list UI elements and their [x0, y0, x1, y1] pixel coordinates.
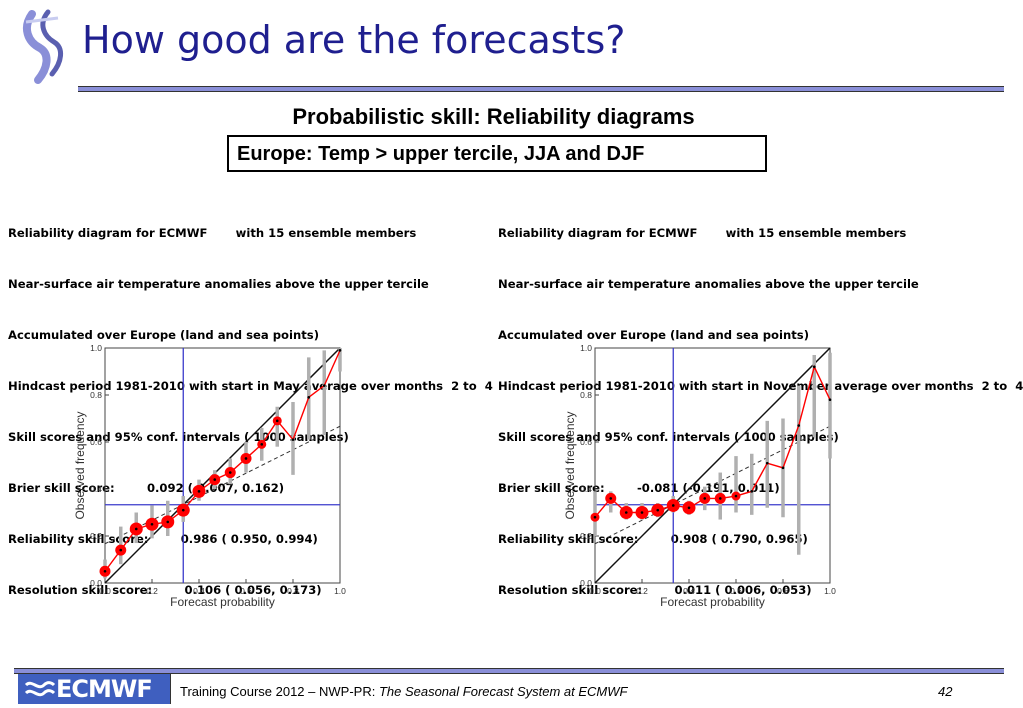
- panel-right-line: Reliability skill score: 0.908 ( 0.790, …: [498, 532, 808, 546]
- reliability-point-center: [671, 504, 675, 507]
- panel-left-line: Near-surface air temperature anomalies a…: [8, 277, 429, 291]
- y-tick-label: 0.4: [580, 484, 592, 494]
- x-axis-label: Forecast probability: [170, 595, 275, 609]
- reliability-point-center: [609, 497, 613, 500]
- footer-course-text: Training Course 2012 – NWP-PR: The Seaso…: [180, 684, 627, 699]
- reliability-point-center: [228, 471, 232, 474]
- reliability-point-center: [624, 511, 628, 514]
- x-tick-label: 0.8: [287, 586, 299, 596]
- y-tick-label: 0.8: [90, 390, 102, 400]
- y-tick-label: 0.6: [90, 437, 102, 447]
- panel-right-line: Hindcast period 1981-2010 with start in …: [498, 379, 1023, 393]
- reliability-diagram-djf: 0.0 0.2 0.4 0.6 0.8 1.0 0.0 0.2 0.4 0.6 0.8 1.0 Fore…: [563, 343, 836, 609]
- reliability-point-center: [593, 515, 597, 519]
- reliability-point-center: [656, 508, 660, 512]
- reliability-point-center: [307, 396, 311, 399]
- ecmwf-wordmark: ECMWF: [56, 675, 153, 703]
- ecmwf-logo: ECMWF: [18, 674, 171, 704]
- panel-left-line: Reliability diagram for ECMWF with 15 en…: [8, 226, 417, 240]
- x-tick-label: 0.4: [193, 586, 205, 596]
- y-tick-label: 0.2: [90, 531, 102, 541]
- reliability-point-center: [797, 424, 801, 427]
- reliability-point-center: [765, 461, 769, 465]
- no-skill-line: [594, 425, 831, 545]
- title-divider: [78, 86, 1004, 92]
- no-skill-line: [104, 425, 341, 545]
- footer-course: Training Course 2012 – NWP-PR:: [180, 684, 379, 699]
- reliability-point-center: [734, 494, 738, 498]
- panel-left-line: Hindcast period 1981-2010 with start in …: [8, 379, 493, 393]
- slide-subtitle: Probabilistic skill: Reliability diagram…: [0, 104, 1023, 130]
- panel-left-line: Brier skill score: 0.092 ( 0.007, 0.162): [8, 481, 285, 495]
- panel-right-line: Skill scores and 95% conf. intervals ( 1…: [498, 430, 839, 444]
- reliability-point-center: [338, 349, 342, 352]
- reliability-point-center: [750, 490, 754, 493]
- y-tick-label: 1.0: [580, 343, 592, 353]
- x-tick-label: 0.0: [589, 586, 601, 596]
- perfect-reliability-line: [104, 347, 341, 584]
- y-axis-label: Observed frequency: [563, 411, 577, 519]
- plot-frame: [104, 347, 341, 584]
- reliability-point-center: [322, 384, 326, 387]
- reliability-point-center: [260, 443, 264, 446]
- panel-right-line: Accumulated over Europe (land and sea po…: [498, 328, 809, 342]
- x-axis-label: Forecast probability: [660, 595, 765, 609]
- reliability-point-center: [718, 497, 722, 500]
- reliability-point-center: [640, 511, 644, 514]
- reliability-point-center: [150, 522, 154, 526]
- y-axis-label: Observed frequency: [73, 411, 87, 519]
- x-tick-label: 0.2: [146, 586, 158, 596]
- reliability-point-center: [166, 520, 170, 524]
- x-tick-label: 0.6: [730, 586, 742, 596]
- panel-right-line: Reliability diagram for ECMWF with 15 en…: [498, 226, 907, 240]
- reliability-point-center: [244, 457, 248, 460]
- reliability-point-center: [181, 508, 185, 512]
- subtitle-text: Probabilistic skill: Reliability diagram…: [292, 104, 695, 129]
- panel-right-line: Near-surface air temperature anomalies a…: [498, 277, 919, 291]
- region-label-box: Europe: Temp > upper tercile, JJA and DJ…: [227, 135, 767, 172]
- reliability-point-center: [275, 419, 279, 423]
- reliability-point-center: [703, 497, 707, 500]
- y-tick-label: 0.0: [580, 578, 592, 588]
- x-tick-label: 0.4: [683, 586, 695, 596]
- reliability-point-center: [213, 478, 217, 481]
- reliability-diagram-jja: 0.0 0.2 0.4 0.6 0.8 1.0 0.0 0.2 0.4 0.6 0.8 1.0 Fore…: [73, 343, 346, 609]
- x-tick-label: 0.6: [240, 586, 252, 596]
- reliability-curve: [104, 350, 341, 572]
- y-tick-label: 0.6: [580, 437, 592, 447]
- reliability-point-center: [781, 466, 785, 470]
- page-title: How good are the forecasts?: [82, 18, 626, 62]
- y-tick-label: 0.8: [580, 390, 592, 400]
- panel-left-line: Resolution skill score: 0.106 ( 0.056, 0…: [8, 583, 322, 597]
- y-tick-label: 1.0: [90, 343, 102, 353]
- reliability-point-center: [103, 569, 107, 573]
- ecmwf-waves-icon: [24, 681, 56, 697]
- y-tick-label: 0.4: [90, 484, 102, 494]
- panel-left-line: Reliability skill score: 0.986 ( 0.950, …: [8, 532, 318, 546]
- plot-frame: [594, 347, 831, 584]
- reliability-curve: [594, 364, 831, 518]
- y-tick-label: 0.2: [580, 531, 592, 541]
- reliability-point-center: [828, 398, 832, 401]
- reliability-point-center: [134, 527, 138, 531]
- reliability-point-center: [197, 490, 201, 493]
- reliability-point-center: [291, 438, 295, 441]
- x-tick-label: 1.0: [824, 586, 836, 596]
- ecmwf-swirl-logo-icon: [18, 8, 70, 84]
- footer-divider: [14, 668, 1004, 674]
- reliability-point-center: [119, 548, 123, 552]
- page-number: 42: [938, 684, 953, 699]
- x-tick-label: 0.0: [99, 586, 111, 596]
- x-tick-label: 0.8: [777, 586, 789, 596]
- perfect-reliability-line: [594, 347, 831, 584]
- reliability-point-center: [687, 506, 691, 510]
- panel-left-stats: Reliability diagram for ECMWF with 15 en…: [8, 191, 493, 616]
- reliability-point-center: [812, 365, 816, 369]
- x-tick-label: 0.2: [636, 586, 648, 596]
- y-tick-label: 0.0: [90, 578, 102, 588]
- footer-course-title: The Seasonal Forecast System at ECMWF: [378, 684, 628, 699]
- x-tick-label: 1.0: [334, 586, 346, 596]
- panel-right-line: Resolution skill score: 0.011 ( 0.006, 0…: [498, 583, 812, 597]
- panel-left-line: Accumulated over Europe (land and sea po…: [8, 328, 319, 342]
